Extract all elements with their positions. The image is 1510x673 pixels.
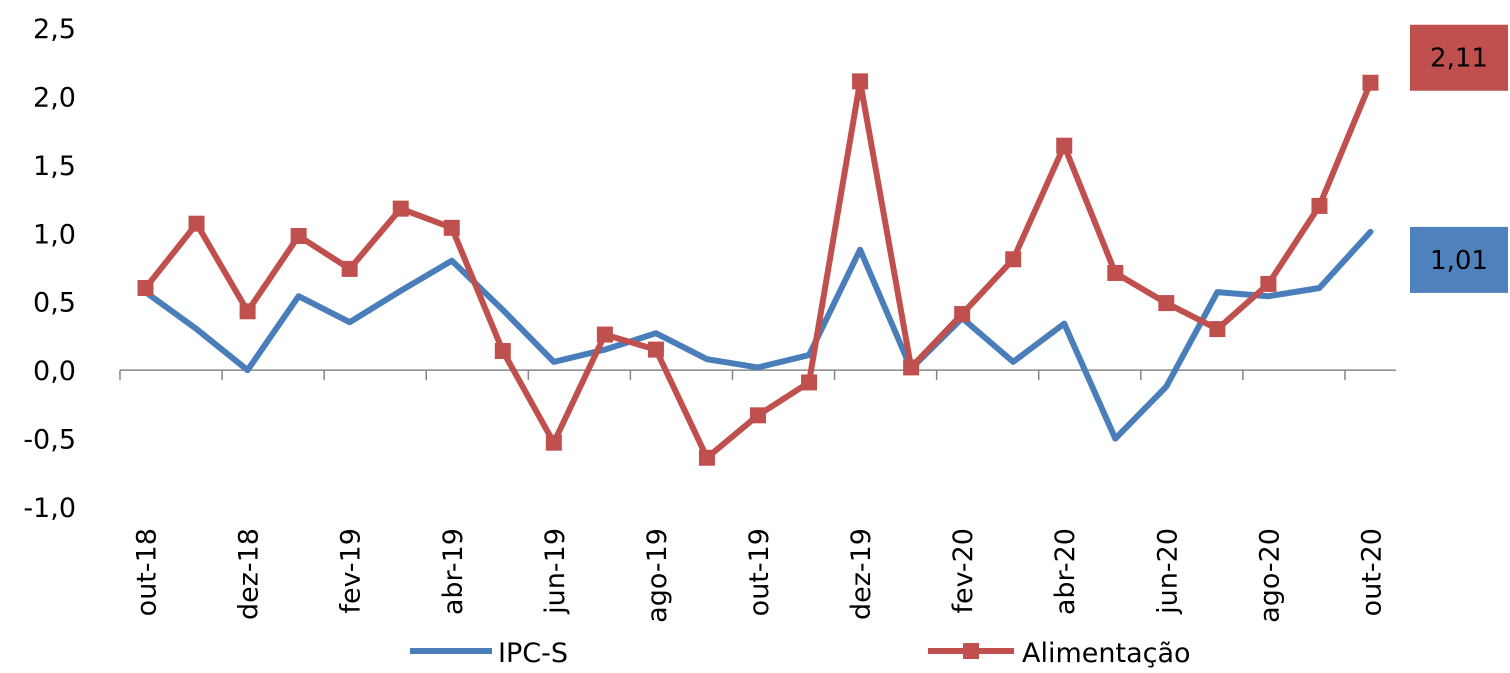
data-point <box>602 347 608 353</box>
x-tick-label: ago-19 <box>642 528 673 623</box>
end-value-box <box>1410 226 1508 293</box>
series-layer <box>137 73 1379 466</box>
data-point <box>245 367 251 373</box>
x-tick-label: dez-18 <box>234 528 265 620</box>
data-point <box>954 306 971 323</box>
y-tick-label: 2,0 <box>33 82 76 113</box>
data-point <box>545 434 562 451</box>
x-tick-label: fev-20 <box>948 528 979 613</box>
y-axis: 2,5 2,0 1,5 1,0 0,5 0,0 -0,5 -1,0 <box>23 14 76 524</box>
data-point <box>1265 293 1271 299</box>
x-tick-label: jun-19 <box>540 528 571 615</box>
data-point <box>903 359 920 376</box>
legend-label: IPC-S <box>498 638 568 669</box>
data-point <box>1209 321 1226 338</box>
data-point <box>449 258 455 264</box>
end-value-text: 2,11 <box>1430 44 1488 74</box>
data-point <box>1061 321 1067 327</box>
x-tick-label: out-18 <box>132 528 163 616</box>
series-ipc-s <box>142 228 1374 442</box>
data-point <box>188 215 205 232</box>
end-labels: 2,11 1,01 <box>1410 24 1508 293</box>
data-point <box>698 449 715 466</box>
legend-swatch-marker <box>963 643 979 659</box>
data-point <box>239 303 256 320</box>
data-point <box>1163 384 1169 390</box>
x-tick-label: abr-20 <box>1050 528 1081 615</box>
x-tick-label: out-19 <box>744 528 775 616</box>
data-point <box>500 307 506 313</box>
data-point <box>1056 137 1073 154</box>
data-point <box>1214 289 1220 295</box>
series-line <box>142 78 1374 461</box>
end-value-label: 2,11 <box>1410 24 1508 91</box>
y-tick-label: 0,0 <box>33 356 76 387</box>
y-tick-label: 0,5 <box>33 288 76 319</box>
y-tick-label: 1,5 <box>33 151 76 182</box>
series-line <box>142 228 1374 442</box>
data-point <box>704 356 710 362</box>
data-point <box>1112 436 1118 442</box>
x-tick-label: dez-19 <box>846 528 877 620</box>
data-point <box>1316 285 1322 291</box>
data-point <box>1005 251 1022 268</box>
x-tick-label: ago-20 <box>1254 528 1285 623</box>
data-point <box>392 200 409 217</box>
data-point <box>551 359 557 365</box>
data-point <box>1010 359 1016 365</box>
data-point <box>750 407 766 424</box>
data-point <box>137 280 154 297</box>
x-tick-label: fev-19 <box>336 528 367 613</box>
legend: IPC-S Alimentação <box>410 638 1191 669</box>
end-value-box <box>1410 24 1508 91</box>
data-point <box>1260 275 1277 292</box>
legend-label: Alimentação <box>1022 638 1191 669</box>
data-point <box>1362 74 1379 91</box>
data-point <box>755 364 761 370</box>
data-point <box>341 260 358 277</box>
data-point <box>801 374 818 391</box>
data-point <box>653 330 659 336</box>
data-point <box>296 293 302 299</box>
data-point <box>857 247 863 253</box>
legend-item: IPC-S <box>410 638 568 669</box>
data-point <box>1107 264 1124 281</box>
data-point <box>1158 295 1175 312</box>
y-tick-label: -1,0 <box>23 493 76 524</box>
data-point <box>194 326 200 332</box>
x-axis: out-18 dez-18 fev-19 abr-19 jun-19 ago-19 out-… <box>119 369 1396 623</box>
data-point <box>852 73 869 90</box>
y-tick-label: -0,5 <box>23 425 76 456</box>
data-point <box>1311 197 1328 214</box>
data-point <box>347 319 353 325</box>
end-value-label: 1,01 <box>1410 226 1508 293</box>
data-point <box>596 326 613 343</box>
y-tick-label: 2,5 <box>33 14 76 45</box>
data-point <box>443 219 460 236</box>
legend-item: Alimentação <box>928 638 1191 669</box>
x-tick-label: jun-20 <box>1152 528 1183 615</box>
data-point <box>290 228 307 245</box>
series-alimentacao <box>137 73 1379 466</box>
data-point <box>1367 229 1373 235</box>
data-point <box>398 288 404 294</box>
end-value-text: 1,01 <box>1430 246 1488 276</box>
data-point <box>647 341 664 358</box>
x-tick-label: out-20 <box>1356 528 1387 616</box>
x-tick-label: abr-19 <box>438 528 469 615</box>
data-point <box>494 342 511 359</box>
y-tick-label: 1,0 <box>33 219 76 250</box>
